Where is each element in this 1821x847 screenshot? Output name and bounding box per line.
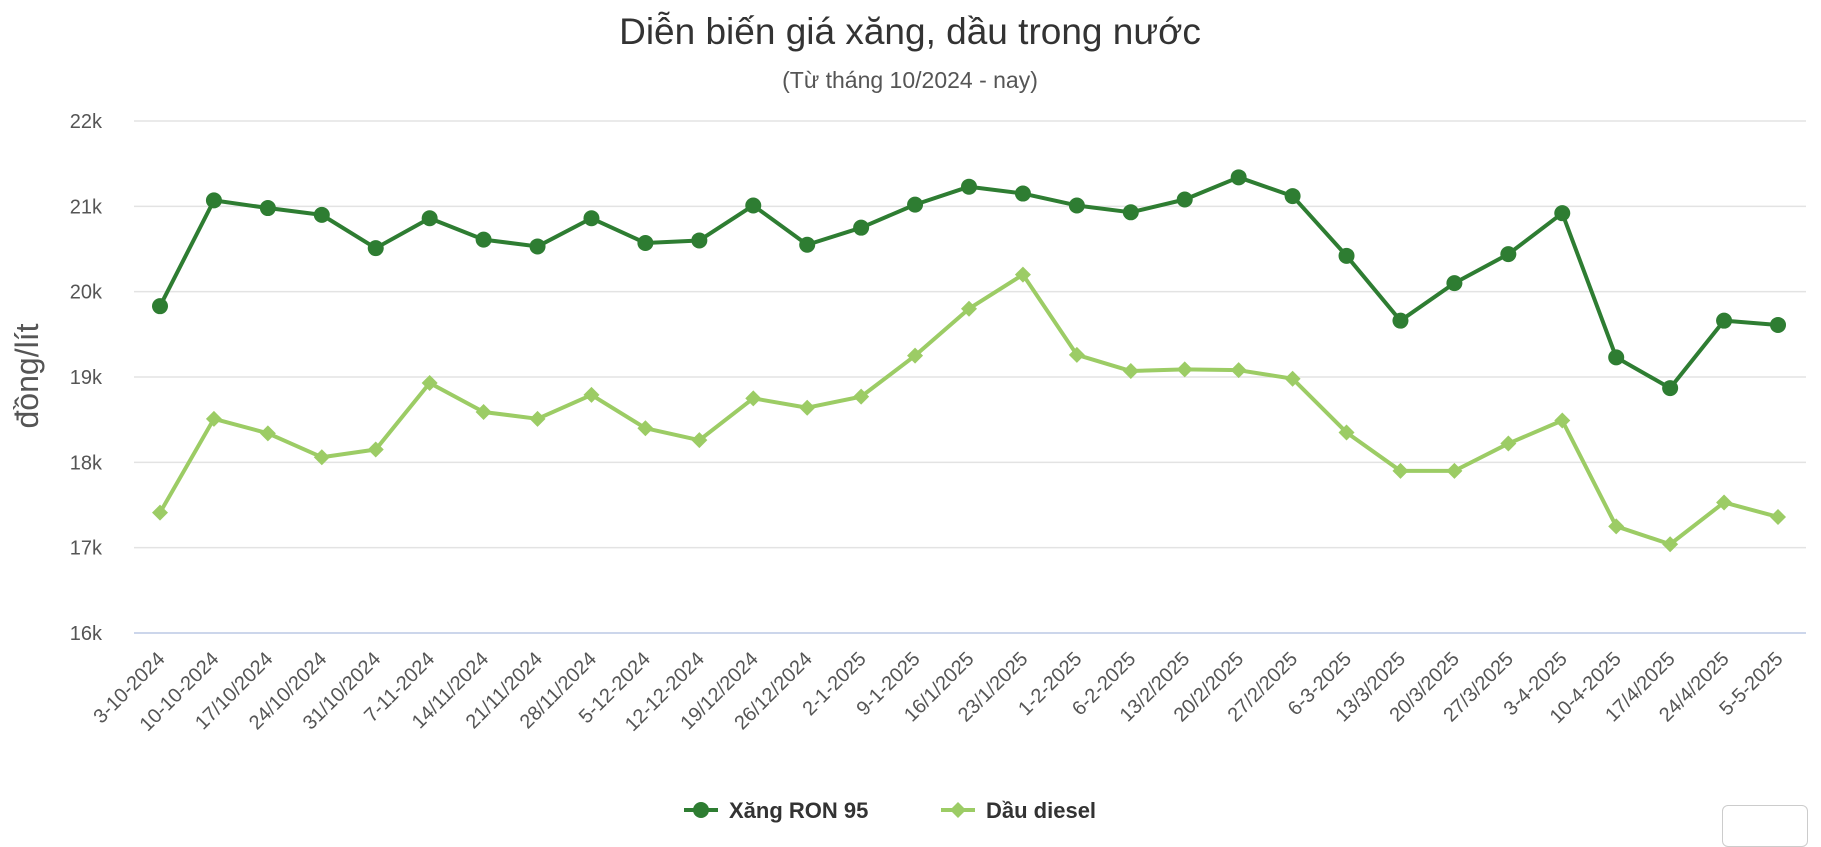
- data-point[interactable]: [1392, 312, 1409, 329]
- data-point[interactable]: [691, 232, 708, 249]
- data-point[interactable]: [367, 240, 384, 257]
- series-dau-diesel: [152, 266, 1786, 553]
- data-point[interactable]: [1770, 316, 1786, 333]
- data-point[interactable]: [1500, 435, 1517, 452]
- y-axis-label: đồng/lít: [9, 323, 45, 428]
- chart-menu-button[interactable]: [1722, 805, 1808, 847]
- data-point[interactable]: [1338, 424, 1355, 441]
- data-point[interactable]: [1716, 494, 1733, 511]
- data-point[interactable]: [907, 196, 924, 213]
- y-tick-label: 17k: [70, 538, 103, 560]
- data-point[interactable]: [1446, 462, 1463, 479]
- y-tick-label: 18k: [70, 452, 103, 474]
- data-point[interactable]: [421, 374, 438, 391]
- data-point[interactable]: [529, 238, 546, 255]
- data-point[interactable]: [152, 298, 168, 315]
- data-point[interactable]: [745, 197, 762, 214]
- data-point[interactable]: [475, 231, 492, 248]
- data-point[interactable]: [799, 236, 816, 253]
- data-point[interactable]: [1662, 380, 1679, 397]
- y-tick-label: 19k: [70, 367, 103, 389]
- data-point[interactable]: [961, 178, 977, 195]
- data-point[interactable]: [745, 390, 762, 407]
- data-point[interactable]: [853, 219, 870, 236]
- data-point[interactable]: [1122, 204, 1139, 221]
- data-point[interactable]: [313, 449, 330, 466]
- legend-label: Dầu diesel: [986, 798, 1096, 823]
- y-tick-label: 22k: [70, 111, 103, 133]
- data-point[interactable]: [1554, 412, 1571, 429]
- data-point[interactable]: [529, 410, 546, 427]
- data-point[interactable]: [313, 206, 330, 223]
- data-point[interactable]: [1446, 275, 1463, 292]
- data-point[interactable]: [799, 399, 816, 416]
- data-point[interactable]: [1230, 169, 1247, 186]
- data-point[interactable]: [1284, 370, 1301, 387]
- line-chart: Diễn biến giá xăng, dầu trong nước (Từ t…: [9, 11, 1806, 823]
- legend[interactable]: Xăng RON 95 Dầu diesel: [684, 798, 1096, 823]
- data-point[interactable]: [1014, 266, 1031, 283]
- data-point[interactable]: [1770, 508, 1786, 525]
- data-point[interactable]: [691, 432, 708, 449]
- legend-label: Xăng RON 95: [729, 798, 868, 823]
- y-tick-label: 20k: [70, 282, 103, 304]
- grid-lines: [134, 120, 1806, 634]
- data-point[interactable]: [367, 441, 384, 458]
- data-point[interactable]: [1500, 246, 1517, 263]
- data-point[interactable]: [637, 235, 654, 252]
- data-point[interactable]: [152, 504, 168, 521]
- data-point[interactable]: [961, 300, 977, 317]
- data-point[interactable]: [475, 403, 492, 420]
- series-line: [158, 175, 1779, 391]
- chart-subtitle: (Từ tháng 10/2024 - nay): [782, 67, 1038, 93]
- legend-item[interactable]: Xăng RON 95: [684, 798, 868, 823]
- series-layer: [152, 169, 1786, 553]
- data-point[interactable]: [1716, 312, 1733, 329]
- data-point[interactable]: [1068, 346, 1085, 363]
- legend-marker: [693, 802, 709, 818]
- data-point[interactable]: [259, 200, 276, 217]
- data-point[interactable]: [907, 347, 924, 364]
- chart-title: Diễn biến giá xăng, dầu trong nước: [619, 11, 1201, 52]
- data-point[interactable]: [1392, 462, 1409, 479]
- y-axis-ticks: 16k 17k 18k 19k 20k 21k 22k: [70, 111, 103, 645]
- legend-marker: [950, 802, 966, 818]
- data-point[interactable]: [1608, 518, 1625, 535]
- data-point[interactable]: [1230, 362, 1247, 379]
- data-point[interactable]: [205, 410, 222, 427]
- data-point[interactable]: [583, 386, 600, 403]
- data-point[interactable]: [205, 192, 222, 209]
- data-point[interactable]: [637, 420, 654, 437]
- data-point[interactable]: [1068, 197, 1085, 214]
- data-point[interactable]: [583, 210, 600, 227]
- data-point[interactable]: [1284, 188, 1301, 205]
- data-point[interactable]: [1014, 185, 1031, 202]
- data-point[interactable]: [1122, 363, 1139, 380]
- data-point[interactable]: [1662, 536, 1679, 553]
- data-point[interactable]: [1338, 247, 1355, 264]
- y-tick-label: 16k: [70, 623, 103, 645]
- data-point[interactable]: [1176, 191, 1193, 208]
- data-point[interactable]: [421, 210, 438, 227]
- legend-item[interactable]: Dầu diesel: [941, 798, 1096, 823]
- series-xang-ron-95: [152, 169, 1786, 397]
- data-point[interactable]: [1554, 205, 1571, 222]
- data-point[interactable]: [1176, 361, 1193, 378]
- data-point[interactable]: [853, 388, 870, 405]
- data-point[interactable]: [259, 425, 276, 442]
- y-tick-label: 21k: [70, 196, 103, 218]
- x-axis-ticks: 3-10-202410-10-202417/10/202424/10/20243…: [89, 648, 1787, 736]
- data-point[interactable]: [1608, 349, 1625, 366]
